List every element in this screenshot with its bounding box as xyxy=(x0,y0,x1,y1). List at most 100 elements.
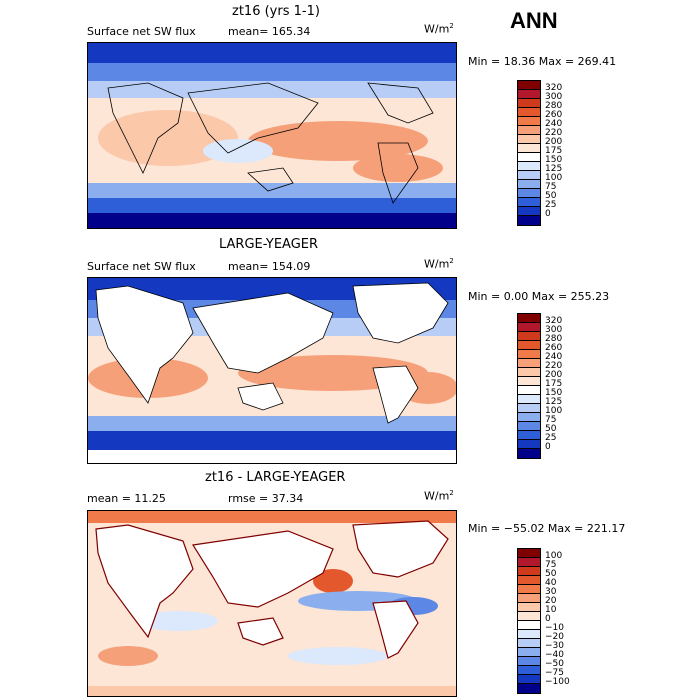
colorbar-tick-label: 150 xyxy=(545,155,563,165)
colorbar-tick-label: 50 xyxy=(545,191,557,201)
colorbar-tick-label: 200 xyxy=(545,370,563,380)
panel-2-mean-label: mean= 154.09 xyxy=(228,260,311,273)
colorbar-swatch xyxy=(518,413,540,422)
colorbar-tick-label: 260 xyxy=(545,343,563,353)
panel-3-minmax: Min = −55.02 Max = 221.17 xyxy=(468,522,626,535)
colorbar-tick-label: 75 xyxy=(545,560,557,570)
colorbar-swatch xyxy=(518,108,540,117)
colorbar-tick-label: 220 xyxy=(545,128,563,138)
colorbar-swatch xyxy=(518,440,540,449)
colorbar-swatch xyxy=(518,171,540,180)
colorbar-swatch xyxy=(518,558,540,567)
colorbar-tick-label: 30 xyxy=(545,587,557,597)
colorbar-swatch xyxy=(518,386,540,395)
colorbar-swatch xyxy=(518,666,540,675)
colorbar-tick-label: 200 xyxy=(545,137,563,147)
colorbar-swatch xyxy=(518,90,540,99)
colorbar-tick-label: 25 xyxy=(545,433,557,443)
panel-1-minmax: Min = 18.36 Max = 269.41 xyxy=(468,55,617,68)
colorbar-tick-label: 40 xyxy=(545,578,557,588)
colorbar-swatch xyxy=(518,135,540,144)
colorbar-swatch xyxy=(518,189,540,198)
colorbar-swatch xyxy=(518,603,540,612)
panel-1-mean-label: mean= 165.34 xyxy=(228,25,311,38)
colorbar-swatch xyxy=(518,449,540,458)
colorbar-tick-label: 0 xyxy=(545,209,551,219)
colorbar-swatch xyxy=(518,576,540,585)
colorbar-tick-label: 75 xyxy=(545,415,557,425)
colorbar-tick-label: 280 xyxy=(545,101,563,111)
colorbar-swatch xyxy=(518,216,540,225)
colorbar-tick-label: 100 xyxy=(545,551,563,561)
colorbar-swatch xyxy=(518,648,540,657)
colorbar-swatch xyxy=(518,549,540,558)
colorbar-tick-label: 280 xyxy=(545,334,563,344)
colorbar-tick-label: 100 xyxy=(545,406,563,416)
panel-3-title: zt16 - LARGE-YEAGER xyxy=(205,470,346,485)
colorbar-tick-label: 100 xyxy=(545,173,563,183)
colorbar-swatch xyxy=(518,144,540,153)
colorbar-swatch xyxy=(518,395,540,404)
panel-2-units: W/m2 xyxy=(424,257,454,271)
colorbar-swatch xyxy=(518,422,540,431)
colorbar-swatch xyxy=(518,332,540,341)
colorbar-swatch xyxy=(518,81,540,90)
colorbar-swatch xyxy=(518,675,540,684)
panel-2-map xyxy=(87,277,457,464)
colorbar-swatch xyxy=(518,404,540,413)
season-label: ANN xyxy=(510,8,558,33)
colorbar-swatch xyxy=(518,99,540,108)
colorbar-swatch xyxy=(518,621,540,630)
panel-1-units: W/m2 xyxy=(424,22,454,36)
colorbar-tick-label: 320 xyxy=(545,316,563,326)
colorbar-swatch xyxy=(518,612,540,621)
colorbar-swatch xyxy=(518,639,540,648)
colorbar-swatch xyxy=(518,117,540,126)
colorbar-swatch xyxy=(518,359,540,368)
panel-3-units: W/m2 xyxy=(424,489,454,503)
colorbar-tick-label: −20 xyxy=(545,632,564,642)
panel-1-variable-label: Surface net SW flux xyxy=(87,25,196,38)
colorbar-tick-label: 175 xyxy=(545,379,563,389)
colorbar-swatch xyxy=(518,657,540,666)
panel-2-minmax: Min = 0.00 Max = 255.23 xyxy=(468,290,610,303)
panel-3-rmse-label: rmse = 37.34 xyxy=(228,492,304,505)
colorbar-swatch xyxy=(518,341,540,350)
colorbar-tick-label: 0 xyxy=(545,614,551,624)
panel-3-map xyxy=(87,510,457,697)
colorbar-tick-label: 300 xyxy=(545,92,563,102)
colorbar-swatch xyxy=(518,153,540,162)
colorbar-swatch xyxy=(518,126,540,135)
colorbar-tick-label: 300 xyxy=(545,325,563,335)
colorbar-tick-label: 175 xyxy=(545,146,563,156)
panel-3-colorbar xyxy=(517,548,541,694)
colorbar-swatch xyxy=(518,162,540,171)
colorbar-tick-label: 50 xyxy=(545,569,557,579)
colorbar-swatch xyxy=(518,323,540,332)
panel-1-map xyxy=(87,42,457,229)
colorbar-tick-label: 240 xyxy=(545,119,563,129)
colorbar-tick-label: −40 xyxy=(545,650,564,660)
colorbar-swatch xyxy=(518,585,540,594)
colorbar-tick-label: 150 xyxy=(545,388,563,398)
colorbar-tick-label: −10 xyxy=(545,623,564,633)
colorbar-tick-label: −100 xyxy=(545,677,570,687)
colorbar-swatch xyxy=(518,567,540,576)
colorbar-tick-label: 240 xyxy=(545,352,563,362)
colorbar-tick-label: 75 xyxy=(545,182,557,192)
colorbar-tick-label: 50 xyxy=(545,424,557,434)
colorbar-swatch xyxy=(518,594,540,603)
colorbar-swatch xyxy=(518,198,540,207)
panel-3-mean-label: mean = 11.25 xyxy=(87,492,166,505)
panel-2-title: LARGE-YEAGER xyxy=(219,237,319,252)
colorbar-tick-label: −75 xyxy=(545,668,564,678)
colorbar-tick-label: 260 xyxy=(545,110,563,120)
colorbar-tick-label: 220 xyxy=(545,361,563,371)
panel-2-variable-label: Surface net SW flux xyxy=(87,260,196,273)
colorbar-swatch xyxy=(518,368,540,377)
colorbar-swatch xyxy=(518,207,540,216)
colorbar-tick-label: 10 xyxy=(545,605,557,615)
colorbar-swatch xyxy=(518,314,540,323)
colorbar-tick-label: 125 xyxy=(545,164,563,174)
colorbar-swatch xyxy=(518,377,540,386)
